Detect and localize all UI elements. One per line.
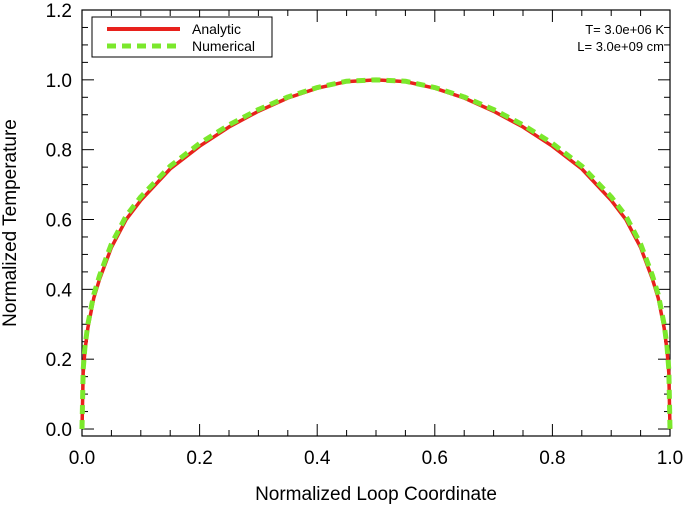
- legend-label-numerical: Numerical: [192, 38, 255, 54]
- plot-frame: [81, 9, 671, 437]
- legend: Analytic Numerical: [91, 16, 273, 58]
- axis-ticks: [81, 9, 671, 436]
- series-line-analytic: [80, 78, 672, 430]
- series-layer: [79, 77, 673, 430]
- legend-label-analytic: Analytic: [192, 21, 241, 37]
- x-axis-title: Normalized Loop Coordinate: [255, 484, 497, 505]
- x-tick-label: 0.0: [69, 448, 95, 469]
- y-tick-label: 0.4: [46, 280, 73, 301]
- y-tick-label: 1.2: [46, 1, 72, 22]
- x-tick-label: 0.4: [304, 448, 331, 469]
- x-tick-label: 1.0: [657, 448, 683, 469]
- y-tick-label: 1.0: [46, 71, 72, 92]
- series-line-numerical: [79, 77, 673, 430]
- annotation-loop-length: L= 3.0e+09 cm: [577, 39, 664, 54]
- y-tick-label: 0.2: [46, 350, 72, 371]
- x-tick-label: 0.6: [422, 448, 448, 469]
- annotation-temperature: T= 3.0e+06 K: [585, 22, 664, 37]
- x-tick-label: 0.2: [186, 448, 212, 469]
- legend-box: [91, 16, 273, 58]
- y-tick-label: 0.6: [46, 211, 72, 232]
- y-axis-title: Normalized Temperature: [0, 119, 21, 327]
- y-tick-label: 0.8: [46, 141, 72, 162]
- y-tick-label: 0.0: [46, 420, 72, 441]
- x-tick-label: 0.8: [539, 448, 565, 469]
- axis-tick-labels: 0.0 0.2 0.4 0.6 0.8 1.0 0.0 0.2 0.4 0.6 0.8 1.0 1.2: [46, 1, 684, 469]
